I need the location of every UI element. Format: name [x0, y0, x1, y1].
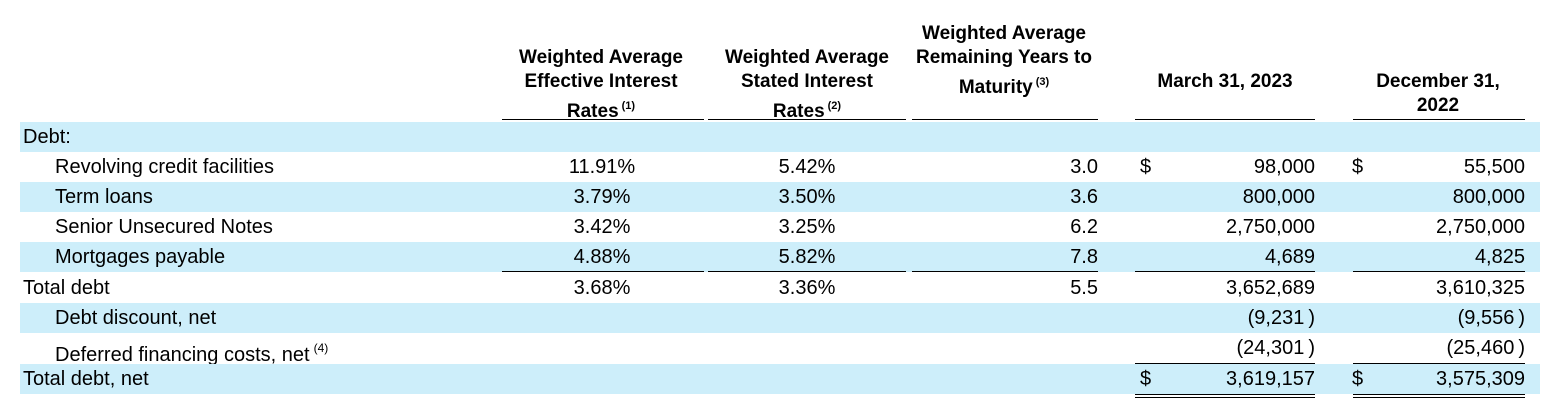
remaining-years-cell: 6.2 [1070, 216, 1098, 238]
table-row: Debt: [20, 122, 1540, 152]
remaining-years-cell: 5.5 [1070, 277, 1098, 299]
header-underline [912, 119, 1098, 120]
effective-rate-cell: 3.42% [573, 216, 631, 238]
december-2022-amount: (9,556 ) [1457, 307, 1525, 329]
effective-rate-cell: 11.91% [568, 156, 636, 178]
subtotal-rule [708, 271, 906, 272]
row-label: Revolving credit facilities [55, 156, 274, 178]
subtotal-rule [1135, 271, 1315, 272]
row-label: Total debt [23, 277, 110, 299]
december-2022-amount: 3,575,309 [1436, 368, 1525, 390]
header-underline [502, 119, 704, 120]
currency-symbol: $ [1352, 368, 1364, 390]
row-label: Senior Unsecured Notes [55, 216, 273, 238]
subtotal-rule [912, 271, 1098, 272]
total-double-rule [1135, 394, 1315, 395]
table-row: Senior Unsecured Notes 3.42% 3.25% 6.2 2,750… [20, 212, 1540, 242]
march-2023-amount: 3,652,689 [1226, 277, 1315, 299]
effective-rate-cell: 4.88% [573, 246, 631, 268]
footnote-marker: (4) [313, 341, 329, 355]
december-2022-amount: (25,460 ) [1446, 337, 1526, 359]
header-december-31-2022: December 31, 2022 [1355, 70, 1521, 118]
currency-symbol: $ [1140, 368, 1152, 390]
march-2023-amount: 4,689 [1264, 246, 1315, 268]
subtotal-rule [1135, 363, 1315, 364]
stated-rate-cell: 5.42% [778, 156, 836, 178]
remaining-years-cell: 7.8 [1070, 246, 1098, 268]
row-label: Debt discount, net [55, 307, 217, 329]
table-row: Total debt 3.68% 3.36% 5.5 3,652,689 3,610,32… [20, 273, 1540, 303]
total-double-rule [1353, 394, 1525, 395]
subtotal-rule [1353, 363, 1525, 364]
remaining-years-cell: 3.0 [1070, 156, 1098, 178]
effective-rate-cell: 3.68% [573, 277, 631, 299]
row-label: Mortgages payable [55, 246, 226, 268]
row-label: Deferred financing costs, net (4) [55, 333, 328, 370]
table-row: Total debt, net $3,619,157 $3,575,309 [20, 364, 1540, 394]
row-label: Term loans [55, 186, 153, 208]
subtotal-rule [502, 271, 704, 272]
stated-rate-cell: 3.36% [778, 277, 836, 299]
header-underline [1353, 119, 1525, 120]
table-row: Revolving credit facilities 11.91% 5.42% 3.… [20, 152, 1540, 182]
december-2022-amount: 3,610,325 [1436, 277, 1525, 299]
december-2022-amount: 2,750,000 [1436, 216, 1525, 238]
header-effective-interest-rates: Weighted Average Effective Interest Rate… [500, 46, 702, 124]
march-2023-amount: (24,301 ) [1236, 337, 1316, 359]
table-row: Mortgages payable 4.88% 5.82% 7.8 4,689 4,825 [20, 242, 1540, 272]
header-march-31-2023: March 31, 2023 [1155, 70, 1295, 94]
footnote-marker: (2) [827, 100, 842, 112]
total-double-rule [1135, 397, 1315, 398]
footnote-marker: (1) [621, 100, 636, 112]
march-2023-amount: 2,750,000 [1226, 216, 1315, 238]
march-2023-amount: 3,619,157 [1226, 368, 1315, 390]
header-underline [708, 119, 906, 120]
table-row: Debt discount, net (9,231 ) (9,556 ) [20, 303, 1540, 333]
header-remaining-text: Weighted Average Remaining Years to Matu… [916, 23, 1092, 98]
header-underline [1135, 119, 1315, 120]
row-label: Debt: [23, 126, 71, 148]
march-2023-amount: (9,231 ) [1247, 307, 1315, 329]
subtotal-rule [1353, 271, 1525, 272]
stated-rate-cell: 3.50% [778, 186, 836, 208]
header-march-text: March 31, 2023 [1157, 71, 1293, 92]
remaining-years-cell: 3.6 [1070, 186, 1098, 208]
december-2022-amount: 4,825 [1474, 246, 1525, 268]
stated-rate-cell: 3.25% [778, 216, 836, 238]
december-2022-amount: 800,000 [1452, 186, 1525, 208]
footnote-marker: (3) [1035, 76, 1050, 88]
stated-rate-cell: 5.82% [778, 246, 836, 268]
currency-symbol: $ [1352, 156, 1364, 178]
march-2023-amount: 98,000 [1253, 156, 1315, 178]
header-effective-text: Weighted Average Effective Interest Rate… [518, 47, 683, 122]
total-double-rule [1353, 397, 1525, 398]
december-2022-amount: 55,500 [1463, 156, 1525, 178]
row-label-text: Deferred financing costs, net [55, 344, 310, 366]
header-stated-interest-rates: Weighted Average Stated Interest Rates (2… [722, 46, 892, 124]
currency-symbol: $ [1140, 156, 1152, 178]
table-row: Deferred financing costs, net (4) (24,301 … [20, 333, 1540, 366]
effective-rate-cell: 3.79% [573, 186, 631, 208]
header-december-text: December 31, 2022 [1376, 71, 1500, 116]
row-label: Total debt, net [23, 368, 149, 390]
header-stated-text: Weighted Average Stated Interest Rates [724, 47, 889, 122]
header-remaining-years: Weighted Average Remaining Years to Matu… [912, 22, 1096, 100]
march-2023-amount: 800,000 [1242, 186, 1315, 208]
table-row: Term loans 3.79% 3.50% 3.6 800,000 800,000 [20, 182, 1540, 212]
